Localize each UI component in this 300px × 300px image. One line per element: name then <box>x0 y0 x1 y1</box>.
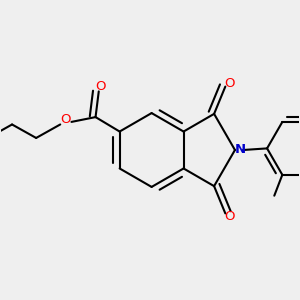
Text: N: N <box>235 143 246 157</box>
Text: O: O <box>224 210 234 223</box>
Text: O: O <box>224 77 234 90</box>
Text: O: O <box>95 80 106 93</box>
Text: O: O <box>60 113 71 126</box>
